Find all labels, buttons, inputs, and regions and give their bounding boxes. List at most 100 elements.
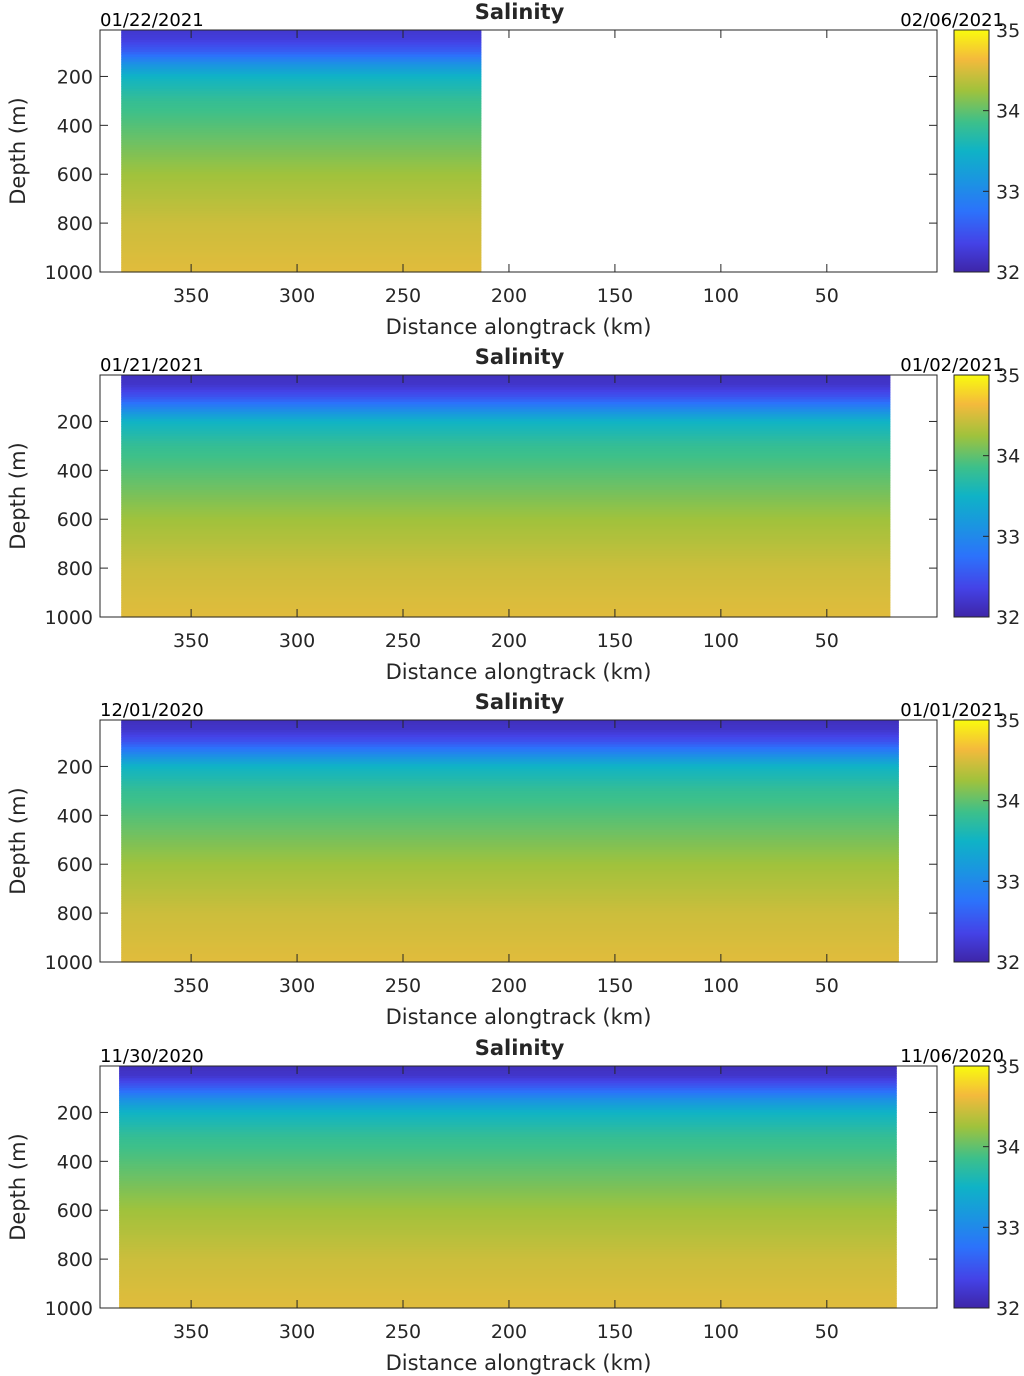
salinity-depth-band [121,49,482,53]
salinity-depth-band [121,746,899,750]
salinity-depth-band [119,1146,897,1150]
salinity-depth-band [121,529,891,532]
y-axis-label: Depth (m) [6,787,30,894]
x-tick-label: 50 [815,1321,839,1343]
salinity-depth-band [121,959,899,963]
salinity-depth-band [121,208,482,212]
salinity-depth-band [119,1215,897,1219]
salinity-depth-band [121,590,891,594]
salinity-depth-band [119,1254,897,1258]
salinity-depth-band [121,754,899,758]
colorbar-tick-label: 35 [996,1056,1020,1078]
salinity-depth-band [119,1100,897,1104]
salinity-depth-band [119,1188,897,1192]
salinity-depth-band [121,842,899,846]
y-tick-label: 400 [57,115,93,137]
salinity-depth-band [121,213,482,217]
salinity-depth-band [121,935,899,939]
salinity-depth-band [121,379,891,383]
salinity-depth-band [121,264,482,268]
salinity-depth-band [119,1273,897,1277]
salinity-depth-band [119,1249,897,1253]
salinity-depth-band [121,744,899,748]
salinity-depth-band [121,553,891,557]
salinity-depth-band [121,426,891,430]
salinity-depth-band [119,1298,897,1302]
y-tick-label: 600 [57,164,93,186]
salinity-depth-band [121,394,891,398]
salinity-depth-band [119,1232,897,1236]
salinity-depth-band [121,81,482,85]
salinity-depth-band [121,406,891,410]
colorbar-tick-label: 33 [996,871,1020,893]
salinity-depth-band [121,722,899,726]
salinity-depth-band [121,419,891,422]
salinity-depth-band [121,543,891,547]
salinity-depth-band [121,888,899,892]
salinity-depth-band [121,431,891,435]
salinity-depth-band [121,436,891,440]
salinity-depth-band [119,1158,897,1162]
salinity-depth-band [121,878,899,882]
salinity-section [121,30,482,273]
salinity-depth-band [121,443,891,447]
salinity-depth-band [119,1117,897,1121]
salinity-depth-band [121,215,482,219]
salinity-depth-band [121,149,482,153]
colorbar-tick-label: 32 [996,607,1020,629]
salinity-depth-band [121,903,899,907]
end-date-label: 01/01/2021 [900,700,1004,721]
salinity-depth-band [121,399,891,403]
salinity-depth-band [121,201,482,205]
salinity-depth-band [119,1127,897,1131]
salinity-depth-band [121,39,482,43]
salinity-depth-band [121,166,482,170]
y-tick-label: 200 [57,756,93,778]
salinity-depth-band [121,546,891,550]
start-date-label: 12/01/2020 [100,700,204,721]
salinity-depth-band [121,475,891,479]
salinity-depth-band [121,120,482,124]
salinity-depth-band [121,42,482,46]
salinity-depth-band [119,1141,897,1145]
y-tick-label: 800 [57,1249,93,1271]
salinity-depth-band [121,541,891,545]
salinity-depth-band [121,74,482,77]
salinity-depth-band [121,59,482,63]
salinity-depth-band [119,1276,897,1280]
salinity-depth-band [119,1242,897,1245]
salinity-depth-band [121,502,891,506]
salinity-depth-band [121,898,899,902]
end-date-label: 11/06/2020 [900,1046,1004,1067]
salinity-depth-band [121,739,899,743]
salinity-depth-band [121,609,891,613]
salinity-depth-band [121,893,899,897]
salinity-depth-band [121,76,482,80]
salinity-depth-band [119,1122,897,1126]
salinity-depth-band [121,453,891,457]
axes-frame [99,719,938,963]
salinity-depth-band [121,64,482,68]
salinity-depth-band [119,1210,897,1214]
salinity-depth-band [119,1185,897,1189]
x-axis-label: Distance alongtrack (km) [386,315,652,339]
salinity-depth-band [121,737,899,741]
salinity-depth-band [121,494,891,498]
salinity-depth-band [121,822,899,826]
y-tick-label: 1000 [45,262,93,284]
salinity-depth-band [121,558,891,562]
salinity-depth-band [121,118,482,121]
salinity-depth-band [121,176,482,180]
salinity-depth-band [121,465,891,469]
salinity-depth-band [121,269,482,273]
salinity-depth-band [121,944,899,948]
salinity-depth-band [121,827,899,831]
salinity-depth-band [121,817,899,821]
salinity-depth-band [119,1176,897,1179]
salinity-depth-band [121,137,482,141]
salinity-depth-band [121,786,899,789]
salinity-depth-band [121,815,899,819]
salinity-depth-band [121,237,482,241]
salinity-depth-band [121,800,899,804]
